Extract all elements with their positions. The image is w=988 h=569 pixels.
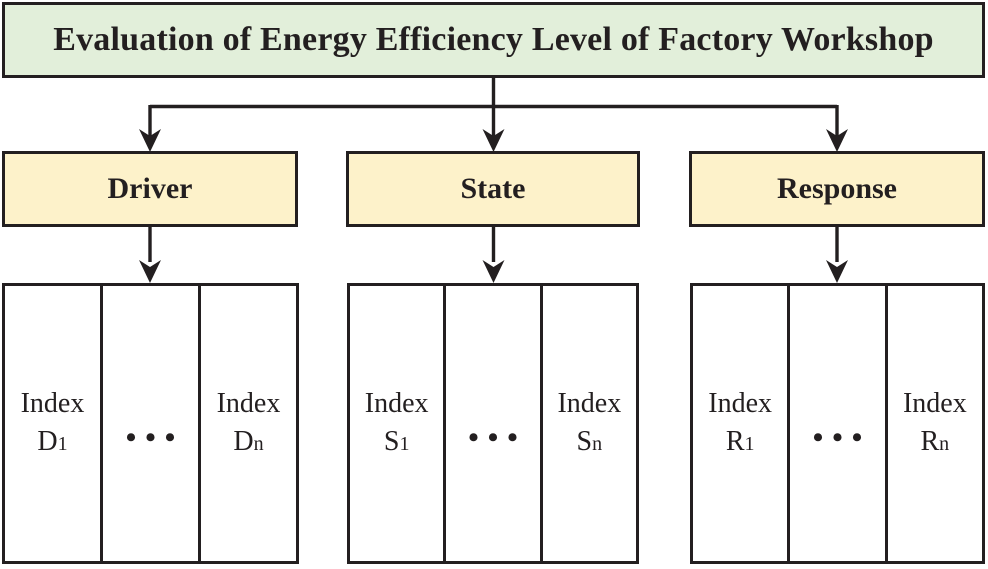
index-subscript: 1 (744, 432, 755, 455)
index-cell-driver-first: Index D1 (5, 286, 100, 561)
index-cell-state-ellipsis: ••• (443, 286, 539, 561)
index-subscript: 1 (399, 432, 410, 455)
ellipsis-dots: ••• (125, 420, 185, 454)
index-cell-response-last: Index Rn (884, 286, 982, 561)
index-base: R (920, 425, 940, 457)
index-subscript: n (592, 432, 603, 455)
index-word: Index (364, 387, 429, 419)
index-cell-response-first: Index R1 (693, 286, 787, 561)
index-id: Rn (920, 423, 949, 463)
index-word: Index (708, 387, 773, 419)
index-cell-state-first: Index S1 (350, 286, 443, 561)
index-cell-driver-ellipsis: ••• (100, 286, 198, 561)
arrowhead-response (826, 129, 848, 152)
index-subscript: n (253, 432, 264, 455)
index-cell-state-last: Index Sn (539, 286, 636, 561)
index-id: D1 (37, 423, 67, 463)
arrowhead-state-indices (482, 260, 505, 283)
index-word: Index (902, 387, 967, 419)
index-base: R (725, 425, 745, 457)
arrowhead-response-indices (826, 260, 848, 283)
index-group-response: Index R1 ••• Index Rn (690, 283, 985, 564)
index-word: Index (557, 387, 622, 419)
category-label-response: Response (776, 172, 897, 205)
arrowhead-state (482, 129, 505, 152)
index-subscript: n (939, 432, 950, 455)
category-box-driver: Driver (2, 151, 298, 227)
category-label-state: State (460, 172, 526, 205)
index-base: S (383, 425, 400, 457)
category-label-driver: Driver (107, 172, 193, 205)
title-box: Evaluation of Energy Efficiency Level of… (2, 2, 985, 78)
arrowhead-driver (139, 129, 161, 152)
ellipsis-dots: ••• (812, 420, 872, 454)
index-cell-response-ellipsis: ••• (787, 286, 884, 561)
category-box-response: Response (689, 151, 985, 227)
index-base: S (576, 425, 593, 457)
index-id: S1 (384, 423, 410, 463)
index-cell-driver-last: Index Dn (198, 286, 296, 561)
index-id: Dn (233, 423, 263, 463)
index-word: Index (216, 387, 281, 419)
arrowhead-driver-indices (139, 260, 161, 283)
index-id: Sn (577, 423, 603, 463)
title-text: Evaluation of Energy Efficiency Level of… (53, 21, 934, 58)
category-box-state: State (346, 151, 640, 227)
index-base: D (37, 425, 58, 457)
index-id: R1 (726, 423, 755, 463)
index-base: D (233, 425, 254, 457)
index-group-driver: Index D1 ••• Index Dn (2, 283, 299, 564)
index-group-state: Index S1 ••• Index Sn (347, 283, 639, 564)
index-subscript: 1 (57, 432, 68, 455)
index-word: Index (20, 387, 85, 419)
ellipsis-dots: ••• (468, 420, 527, 454)
